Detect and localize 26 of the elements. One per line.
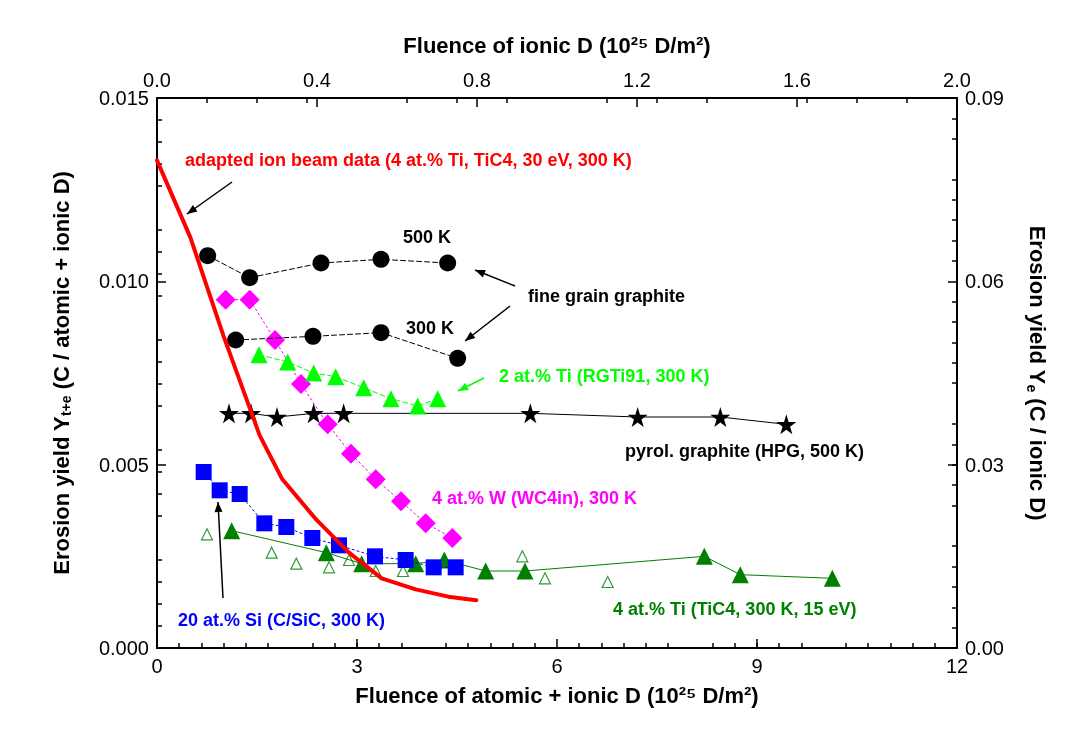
legend-label: 2 at.% Ti (RGTi91, 300 K) <box>499 366 710 386</box>
series-label: adapted ion beam data (4 at.% Ti, TiC4, 30 eV, 300 K) <box>185 150 632 170</box>
x-tick-label: 0 <box>151 655 163 677</box>
x-tick-label: 6 <box>551 655 563 677</box>
y2-axis-title: Erosion yield Ye (C / ionic D) <box>1024 225 1050 521</box>
x-tick-label: 9 <box>751 655 763 677</box>
x2-tick-label: 0.4 <box>303 69 331 91</box>
y-tick-label: 0.010 <box>98 270 149 293</box>
x2-tick-label: 1.2 <box>623 69 651 91</box>
x2-tick-label: 0.8 <box>463 69 491 91</box>
x-tick-label: 3 <box>351 655 363 677</box>
y2-tick-label: 0.03 <box>965 453 1004 476</box>
series-label: 4 at.% W (WC4in), 300 K <box>432 488 638 508</box>
y-tick-label: 0.005 <box>98 453 149 476</box>
series-label: 4 at.% Ti (TiC4, 300 K, 15 eV) <box>613 599 857 619</box>
annotation: fine grain graphite <box>528 286 686 306</box>
y-axis-title: Erosion yield Yt+e (C / atomic + ionic D) <box>48 171 74 575</box>
y2-tick-label: 0.06 <box>965 270 1004 293</box>
y-tick-label: 0.000 <box>98 637 149 659</box>
series-label: pyrol. graphite (HPG, 500 K) <box>625 441 865 461</box>
x-axis-title: Fluence of atomic + ionic D (10²⁵ D/m²) <box>355 682 759 708</box>
series-label: 300 K <box>405 318 455 338</box>
x2-tick-label: 1.6 <box>783 69 811 91</box>
text: 20 at.% Si (C/SiC, 300 K) <box>178 610 386 630</box>
x2-axis-title: Fluence of ionic D (10²⁵ D/m²) <box>403 32 711 58</box>
series-label: 500 K <box>402 227 452 247</box>
